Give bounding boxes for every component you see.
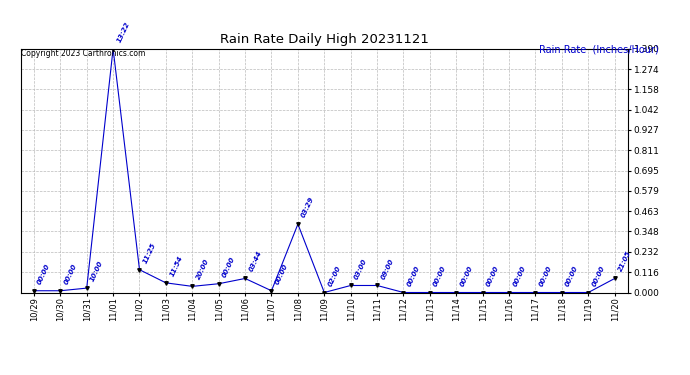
Text: 10:00: 10:00 — [90, 260, 104, 282]
Text: 00:00: 00:00 — [275, 262, 289, 285]
Text: 00:00: 00:00 — [459, 264, 474, 287]
Text: 00:00: 00:00 — [512, 264, 526, 287]
Text: 00:00: 00:00 — [433, 264, 448, 287]
Text: Rain Rate  (Inches/Hour): Rain Rate (Inches/Hour) — [539, 45, 659, 55]
Text: 00:00: 00:00 — [406, 264, 421, 287]
Text: 00:00: 00:00 — [221, 255, 236, 278]
Text: 20:00: 20:00 — [195, 258, 210, 281]
Text: 11:54: 11:54 — [168, 255, 184, 277]
Text: 02:00: 02:00 — [327, 264, 342, 287]
Text: 00:00: 00:00 — [486, 264, 500, 287]
Text: 03:44: 03:44 — [248, 250, 263, 273]
Text: 21:05: 21:05 — [618, 250, 632, 273]
Text: 03:00: 03:00 — [353, 257, 368, 280]
Text: 00:00: 00:00 — [564, 264, 580, 287]
Text: 00:00: 00:00 — [37, 262, 52, 285]
Text: 00:00: 00:00 — [591, 264, 606, 287]
Text: Copyright 2023 Carthronics.com: Copyright 2023 Carthronics.com — [21, 49, 145, 58]
Text: 13:22: 13:22 — [116, 21, 130, 43]
Text: 03:29: 03:29 — [301, 196, 315, 219]
Text: 11:25: 11:25 — [142, 242, 157, 264]
Text: 00:00: 00:00 — [63, 262, 78, 285]
Text: 09:00: 09:00 — [380, 257, 395, 280]
Title: Rain Rate Daily High 20231121: Rain Rate Daily High 20231121 — [220, 33, 428, 46]
Text: 00:00: 00:00 — [538, 264, 553, 287]
